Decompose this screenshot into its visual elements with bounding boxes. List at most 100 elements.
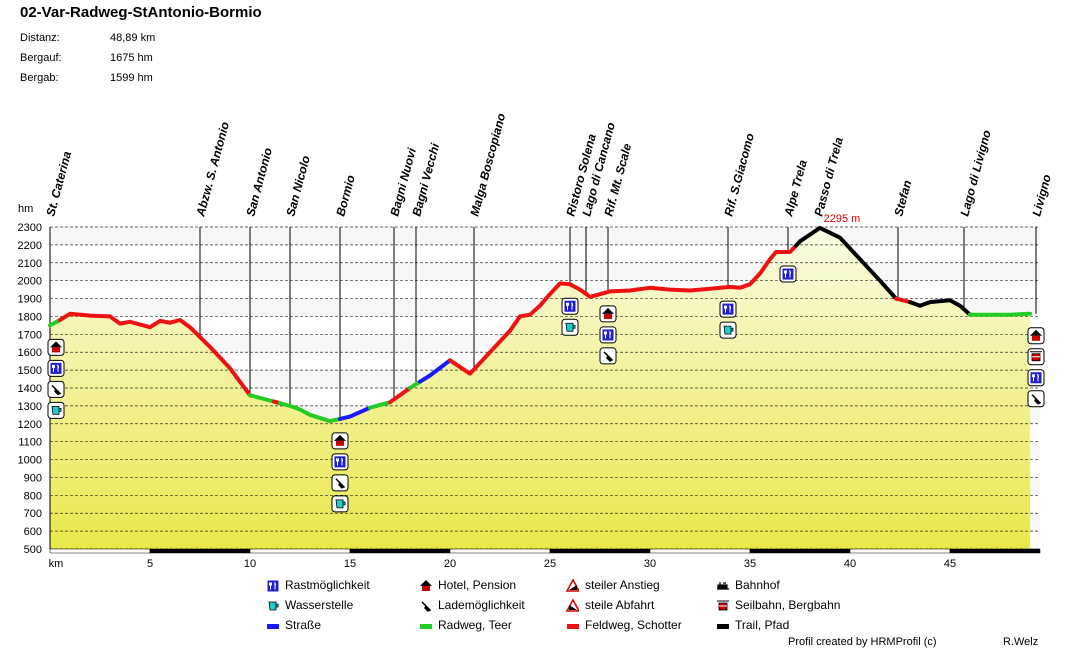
legend-item-radweg: Radweg, Teer [418, 618, 512, 632]
rast-icon [719, 300, 737, 318]
fork-knife-glyph [1032, 373, 1040, 382]
profile-segment-feldweg [388, 386, 412, 405]
lade-icon [331, 474, 349, 492]
legend-item-steil-an: steiler Anstieg [565, 578, 660, 592]
hotel-icon [1027, 327, 1045, 345]
legend-item-rast: Rastmöglichkeit [265, 578, 370, 592]
waypoint-icons [47, 265, 1045, 513]
profile-segment-feldweg [58, 311, 252, 398]
legend-item-wasser: Wasserstelle [265, 598, 353, 612]
plug-glyph [51, 384, 62, 396]
stat-distance-value: 48,89 km [110, 32, 156, 44]
profile-segment-feldweg [448, 243, 798, 376]
elevation-band [50, 263, 1040, 281]
legend-item-lade: Lademöglichkeit [418, 598, 525, 612]
train-glyph [717, 582, 729, 590]
wasser-icon [719, 321, 737, 339]
stat-descent-label: Bergab: [20, 72, 59, 84]
trail-legend-icon [717, 624, 729, 629]
profile-segment-radweg [368, 400, 392, 410]
profile-fill [50, 227, 1030, 549]
lade-icon [1027, 390, 1045, 408]
fork-knife-glyph [269, 582, 277, 590]
y-tick-label: 1600 [18, 347, 42, 359]
km-scale-segment [249, 548, 351, 554]
plug-glyph [421, 601, 432, 612]
waypoint-label: Livigno [1029, 173, 1054, 218]
fork-knife-glyph [784, 270, 792, 278]
seilbahn-icon [717, 600, 729, 611]
cup-glyph [51, 405, 62, 415]
legend-label: Feldweg, Schotter [585, 618, 682, 632]
x-tick-label: 15 [344, 558, 356, 570]
legend-item-hotel: Hotel, Pension [418, 578, 516, 592]
x-tick-label: 20 [444, 558, 456, 570]
y-tick-label: 2100 [18, 258, 42, 270]
lade-icon [599, 347, 617, 365]
author-text: R.Welz [1003, 636, 1039, 648]
plug-glyph [335, 478, 346, 489]
steil-an-legend-icon [565, 578, 579, 592]
stat-ascent-label: Bergauf: [20, 52, 62, 64]
credit-text: Profil created by HRMProfil (c) [788, 636, 937, 648]
x-tick-label: 30 [644, 558, 656, 570]
legend-item-strasse: Straße [265, 618, 321, 632]
x-tick-label: 10 [244, 558, 256, 570]
legend-item-bahnhof: Bahnhof [715, 578, 780, 592]
elevation-band [50, 227, 1040, 245]
x-axis-label: km [49, 558, 64, 570]
legend-label: Radweg, Teer [438, 618, 512, 632]
legend-label: Wasserstelle [285, 598, 354, 612]
profile-line [48, 225, 1032, 424]
hotel-icon [420, 580, 432, 591]
roof-glyph [602, 307, 614, 314]
steil-ab-icon [565, 598, 579, 612]
rast-glyph [267, 580, 279, 592]
roof-glyph [1030, 329, 1042, 336]
fork-knife-glyph [336, 457, 344, 466]
seilbahn-legend-icon [717, 600, 729, 611]
seilbahn-icon [1027, 348, 1045, 366]
y-tick-label: 2200 [18, 240, 42, 252]
waypoint-label: San Nicolo [283, 154, 313, 218]
waypoint-label: Rif. S.Giacomo [721, 132, 757, 218]
house-glyph [604, 313, 612, 319]
legend-label: Straße [285, 618, 322, 632]
roof-glyph [420, 580, 432, 586]
y-tick-label: 1100 [18, 437, 42, 449]
legend-item-feldweg: Feldweg, Schotter [565, 618, 682, 632]
km-scale-segment [849, 548, 951, 554]
x-tick-label: 45 [944, 558, 956, 570]
bahnhof-legend-icon [717, 582, 729, 590]
waypoint-label: St. Caterina [43, 149, 74, 217]
lade-icon [47, 380, 65, 398]
legend-label: steile Abfahrt [585, 598, 655, 612]
y-tick-label: 1300 [18, 401, 42, 413]
rast-glyph [722, 303, 734, 315]
x-tick-label: 35 [744, 558, 756, 570]
cup-glyph [335, 499, 346, 509]
axes [49, 227, 1041, 554]
profile-segment-feldweg [894, 296, 912, 305]
legend-label: Hotel, Pension [438, 578, 517, 592]
rast-legend-icon [267, 580, 279, 592]
lade-legend-icon [421, 601, 432, 612]
strasse-legend-icon [267, 624, 279, 629]
km-scale-segment [349, 548, 451, 554]
y-tick-label: 500 [24, 544, 42, 556]
rast-icon [267, 580, 279, 592]
house-glyph [52, 347, 60, 353]
rast-icon [47, 359, 65, 377]
trail-icon [717, 624, 729, 629]
fork-knife-glyph [52, 364, 60, 372]
plug-glyph [603, 351, 614, 362]
km-scale-segment [49, 548, 151, 554]
legend-label: Seilbahn, Bergbahn [735, 598, 841, 612]
rast-glyph [564, 300, 576, 312]
roof-glyph [50, 341, 62, 348]
legend-item-trail: Trail, Pfad [715, 618, 789, 632]
legend-label: Lademöglichkeit [438, 598, 525, 612]
wasser-icon [331, 495, 349, 513]
stat-ascent-value: 1675 hm [110, 52, 153, 64]
